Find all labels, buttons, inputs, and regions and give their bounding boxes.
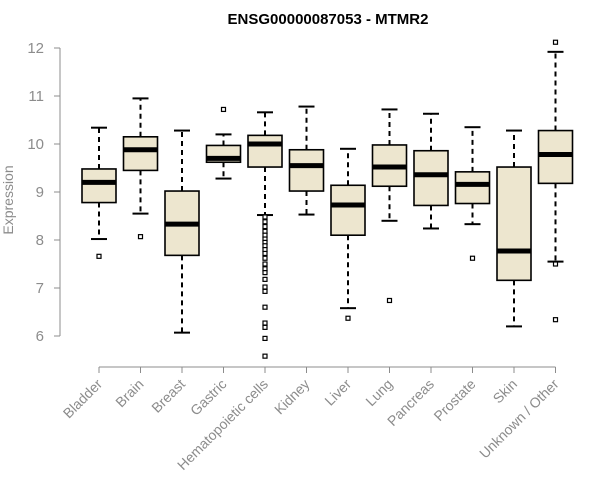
outlier-point — [552, 317, 559, 323]
box-iqr — [330, 184, 366, 236]
outlier-point — [262, 304, 268, 310]
x-tick-label: Breast — [148, 376, 188, 416]
outlier-point — [345, 315, 351, 321]
y-tick-label: 7 — [36, 280, 44, 297]
outlier-point — [469, 255, 476, 261]
y-tick-label: 12 — [27, 40, 44, 57]
boxes-layer — [81, 39, 574, 359]
box-iqr — [81, 168, 117, 204]
outlier-point — [96, 253, 102, 259]
outlier-point — [262, 214, 268, 220]
x-tick-label: Skin — [490, 376, 521, 407]
box-iqr — [247, 134, 283, 168]
x-tick-label: Kidney — [271, 376, 313, 418]
chart-title: ENSG00000087053 - MTMR2 — [228, 11, 429, 28]
outlier-point — [262, 261, 268, 267]
box-group — [205, 106, 242, 180]
x-tick-label: Liver — [321, 376, 354, 409]
outlier-point — [262, 288, 268, 294]
box-group — [247, 111, 283, 359]
y-axis-label: Expression — [0, 165, 16, 234]
y-tick-label: 11 — [28, 88, 44, 105]
box-group — [496, 129, 532, 328]
outlier-point — [262, 219, 268, 225]
box-iqr — [496, 166, 532, 282]
outlier-point — [262, 353, 268, 359]
x-tick-label: Bladder — [60, 376, 106, 422]
x-tick-label: Unknown / Other — [476, 376, 562, 462]
outlier-point — [262, 255, 268, 261]
box-group — [122, 97, 159, 240]
x-tick-label: Lung — [362, 376, 395, 409]
x-tick-label: Prostate — [430, 376, 478, 424]
box-group — [371, 108, 408, 304]
y-tick-label: 9 — [36, 184, 44, 201]
box-iqr — [454, 171, 491, 205]
outlier-point — [262, 223, 268, 230]
y-tick-label: 6 — [36, 328, 44, 345]
y-tick-label: 8 — [36, 232, 44, 249]
box-group — [413, 112, 449, 230]
y-axis: 6 7 8 9 10 11 12 — [27, 40, 61, 345]
outlier-point — [220, 106, 227, 113]
box-group — [454, 126, 491, 261]
box-group — [81, 126, 117, 259]
outlier-point — [262, 335, 268, 341]
outlier-point — [262, 276, 268, 282]
outlier-point — [262, 250, 268, 257]
box-group — [288, 105, 325, 216]
box-iqr — [288, 148, 325, 192]
box-group — [537, 39, 574, 323]
outlier-point — [262, 320, 268, 326]
outlier-point — [262, 284, 268, 290]
box-iqr — [122, 136, 159, 172]
outlier-point — [552, 39, 559, 45]
outlier-point — [386, 297, 393, 304]
outlier-point — [552, 261, 559, 267]
box-group — [164, 129, 200, 334]
y-tick-label: 10 — [27, 136, 44, 153]
outlier-point — [262, 324, 268, 330]
box-iqr — [413, 149, 449, 207]
outlier-point — [262, 270, 268, 276]
box-group — [330, 147, 366, 321]
x-tick-label: Brain — [112, 376, 146, 410]
outlier-point — [137, 234, 144, 240]
